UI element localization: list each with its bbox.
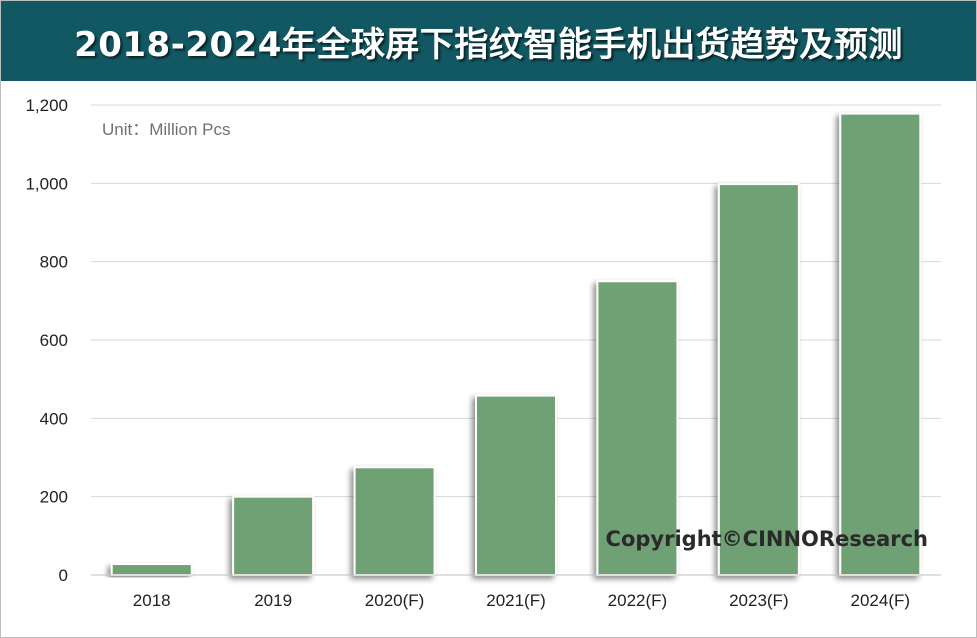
y-tick-label: 400	[40, 409, 68, 428]
y-tick-label: 0	[59, 566, 68, 585]
unit-label: Unit：Million Pcs	[102, 120, 230, 139]
x-tick-label: 2022(F)	[608, 591, 668, 610]
y-tick-label: 800	[40, 253, 68, 272]
x-tick-label: 2024(F)	[851, 591, 911, 610]
bar-2024(F)	[839, 112, 922, 576]
copyright-watermark: Copyright©CINNOResearch	[606, 527, 928, 551]
bar-2018	[110, 563, 193, 576]
y-tick-label: 600	[40, 331, 68, 350]
bar-2023(F)	[717, 183, 800, 576]
y-tick-label: 1,000	[25, 174, 68, 193]
x-tick-label: 2023(F)	[729, 591, 789, 610]
y-axis-ticks: 0 200 400 600 800 1,000 1,200	[25, 96, 68, 585]
x-tick-label: 2019	[254, 591, 292, 610]
x-tick-label: 2021(F)	[486, 591, 546, 610]
x-axis-labels: 2018 2019 2020(F) 2021(F) 2022(F) 2023(F) 2024…	[133, 591, 910, 610]
bars	[110, 112, 922, 576]
y-tick-label: 1,200	[25, 96, 68, 115]
bar-2019	[232, 495, 315, 576]
title-banner: 2018-2024年全球屏下指纹智能手机出货趋势及预测	[1, 1, 976, 81]
x-tick-label: 2018	[133, 591, 171, 610]
bar-2020(F)	[353, 466, 436, 576]
y-tick-label: 200	[40, 488, 68, 507]
bar-2021(F)	[475, 394, 557, 576]
x-tick-label: 2020(F)	[365, 591, 425, 610]
chart-title: 2018-2024年全球屏下指纹智能手机出货趋势及预测	[74, 24, 903, 65]
